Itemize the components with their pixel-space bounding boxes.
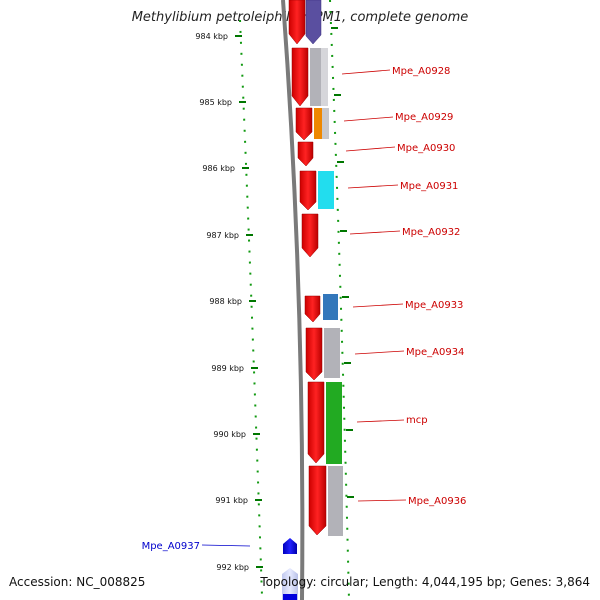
gene-label[interactable]: Mpe_A0933 bbox=[405, 300, 463, 311]
gene-arrow[interactable] bbox=[305, 327, 323, 381]
leader-line bbox=[349, 230, 401, 235]
cog-blocks bbox=[305, 0, 343, 536]
leader-line bbox=[343, 116, 394, 122]
leader-line bbox=[354, 350, 405, 355]
tick-label: 989 kbp bbox=[211, 364, 244, 373]
tick-label: 985 kbp bbox=[199, 98, 232, 107]
gene-arrow[interactable] bbox=[307, 381, 325, 464]
gene-label[interactable]: Mpe_A0929 bbox=[395, 112, 453, 123]
tick-label: 987 kbp bbox=[206, 231, 239, 240]
cog-block bbox=[322, 108, 329, 139]
gene-labels: Mpe_A0928 Mpe_A0929 Mpe_A0930 Mpe_A0931 … bbox=[142, 66, 467, 552]
cog-block bbox=[305, 0, 322, 45]
gene-arrow[interactable] bbox=[297, 141, 314, 167]
gene-label[interactable]: Mpe_A0928 bbox=[392, 66, 450, 77]
leader-line bbox=[352, 303, 404, 308]
gene-arrow[interactable] bbox=[299, 170, 317, 211]
accession-text: Accession: NC_008825 bbox=[9, 575, 146, 589]
gene-arrow[interactable] bbox=[301, 213, 319, 258]
gene-arrow-minus[interactable] bbox=[283, 538, 297, 554]
leader-line bbox=[345, 146, 396, 152]
cog-block bbox=[323, 294, 338, 320]
leader-line bbox=[201, 544, 251, 547]
gene-arrow-minus-tail bbox=[283, 594, 297, 600]
cog-block bbox=[324, 328, 340, 378]
gene-label[interactable]: Mpe_A0936 bbox=[408, 496, 466, 507]
gene-label[interactable]: Mpe_A0937 bbox=[142, 541, 200, 552]
gene-label[interactable]: mcp bbox=[406, 415, 428, 426]
outer-ring-ticks bbox=[331, 27, 354, 498]
cog-block bbox=[318, 171, 334, 209]
leader-line bbox=[356, 419, 405, 423]
tick-label: 986 kbp bbox=[202, 164, 235, 173]
gene-arrow-minus-pale[interactable] bbox=[282, 568, 298, 600]
tick-label: 990 kbp bbox=[213, 430, 246, 439]
cog-block bbox=[326, 382, 342, 464]
cog-block bbox=[314, 108, 322, 139]
leader-line bbox=[341, 69, 391, 75]
genome-summary-text: Topology: circular; Length: 4,044,195 bp… bbox=[260, 575, 590, 589]
gene-label[interactable]: Mpe_A0934 bbox=[406, 347, 464, 358]
leader-line bbox=[357, 499, 407, 502]
tick-label: 992 kbp bbox=[216, 563, 249, 572]
gene-arrow[interactable] bbox=[295, 107, 313, 141]
plus-strand-genes bbox=[288, 0, 327, 536]
cog-block bbox=[328, 466, 343, 536]
genome-backbone bbox=[281, 0, 305, 600]
gene-arrow[interactable] bbox=[304, 295, 321, 323]
cog-block bbox=[321, 48, 328, 106]
tick-label: 984 kbp bbox=[195, 32, 228, 41]
gene-arrow[interactable] bbox=[291, 47, 309, 107]
leader-line bbox=[347, 184, 399, 189]
kbp-axis: 984 kbp 985 kbp 986 kbp 987 kbp 988 kbp … bbox=[195, 32, 263, 572]
tick-label: 991 kbp bbox=[215, 496, 248, 505]
tick-label: 988 kbp bbox=[209, 297, 242, 306]
gene-label[interactable]: Mpe_A0930 bbox=[397, 143, 455, 154]
cog-block bbox=[310, 48, 321, 106]
gene-arrow[interactable] bbox=[288, 0, 306, 45]
gene-label[interactable]: Mpe_A0931 bbox=[400, 181, 458, 192]
gene-arrow[interactable] bbox=[308, 465, 327, 536]
gene-label[interactable]: Mpe_A0932 bbox=[402, 227, 460, 238]
inner-dotted-ring bbox=[239, 19, 263, 597]
